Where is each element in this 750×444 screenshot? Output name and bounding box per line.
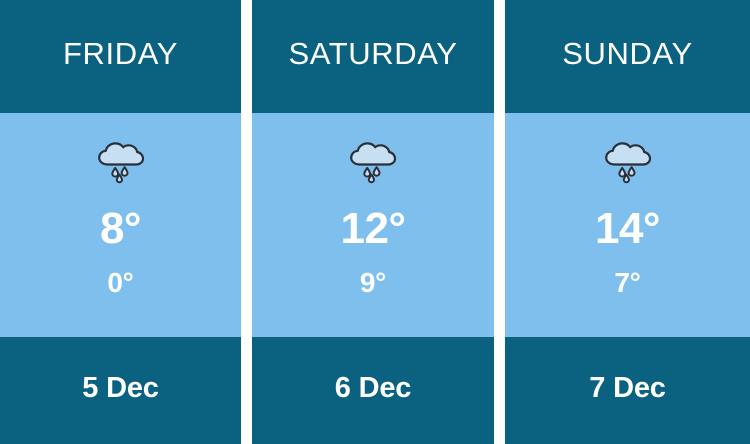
temperature-low: 7° bbox=[614, 267, 641, 298]
day-body-friday: 8° 0° bbox=[0, 113, 241, 337]
day-panel-friday[interactable]: FRIDAY 8° 0° 5 Dec bbox=[0, 0, 241, 444]
date-label: 7 Dec bbox=[589, 372, 666, 404]
temperature-high: 8° bbox=[99, 204, 142, 253]
temperature-low: 9° bbox=[359, 267, 387, 298]
day-footer-sunday: 7 Dec bbox=[505, 337, 750, 444]
day-footer-friday: 5 Dec bbox=[0, 337, 241, 444]
cloud-rain-icon bbox=[346, 139, 400, 185]
temperature-low: 0° bbox=[107, 267, 134, 298]
day-panel-saturday[interactable]: SATURDAY 12° 9° 6 Dec bbox=[252, 0, 494, 444]
day-header-saturday: SATURDAY bbox=[252, 0, 494, 113]
day-name-label: SUNDAY bbox=[562, 36, 693, 71]
cloud-rain-icon bbox=[601, 139, 655, 185]
day-header-sunday: SUNDAY bbox=[505, 0, 750, 113]
temperature-high: 12° bbox=[340, 204, 406, 253]
temperature-high: 14° bbox=[594, 204, 661, 253]
date-label: 6 Dec bbox=[334, 372, 412, 404]
day-header-friday: FRIDAY bbox=[0, 0, 241, 113]
date-label: 5 Dec bbox=[82, 372, 159, 404]
day-panel-sunday[interactable]: SUNDAY 14° 7° 7 Dec bbox=[505, 0, 750, 444]
day-body-saturday: 12° 9° bbox=[252, 113, 494, 337]
day-name-label: FRIDAY bbox=[63, 36, 178, 71]
day-footer-saturday: 6 Dec bbox=[252, 337, 494, 444]
day-name-label: SATURDAY bbox=[288, 36, 458, 71]
cloud-rain-icon bbox=[94, 139, 148, 185]
day-body-sunday: 14° 7° bbox=[505, 113, 750, 337]
